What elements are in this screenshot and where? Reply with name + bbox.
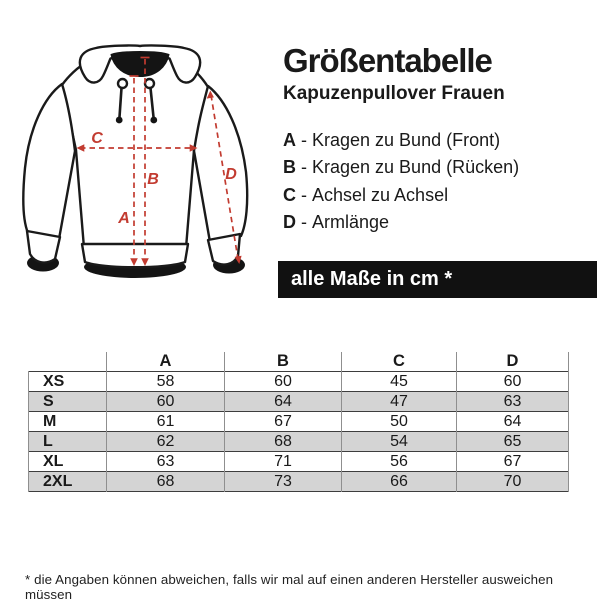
measure-label-c: C [91,130,103,147]
legend-separator: - [301,212,307,233]
size-label: L [28,431,107,452]
measure-c-arrow-left [76,144,85,152]
right-drawstring [149,86,155,119]
size-row-m: M 61 67 50 64 [28,411,569,432]
measurement-value: 63 [456,391,569,412]
left-drawstring-tip [115,116,123,124]
measurement-value: 60 [456,371,569,392]
legend-separator: - [301,129,307,150]
measurement-value: 68 [106,471,225,492]
legend-label: Kragen zu Bund (Front) [312,129,501,150]
column-header-a: A [106,352,225,372]
legend-label: Kragen zu Bund (Rücken) [312,157,520,178]
measure-label-d: D [225,166,237,183]
size-column-header-empty [29,352,107,372]
measurement-value: 66 [341,471,457,492]
size-label: XL [28,451,107,472]
measure-label-a: A [117,210,130,227]
hem-band [80,242,190,269]
size-row-l: L 62 68 54 65 [28,431,569,452]
measurement-value: 62 [106,431,225,452]
page-subtitle: Kapuzenpullover Frauen [283,82,505,104]
legend-label: Achsel zu Achsel [312,184,449,205]
legend-item-c: C - Achsel zu Achsel [283,182,595,210]
right-eyelet [143,77,156,90]
measure-d-arrow-bottom [234,255,242,264]
legend-key: C [283,184,296,205]
measurement-legend: A - Kragen zu Bund (Front) B - Kragen zu Bund… [283,127,595,237]
measurement-value: 68 [224,431,342,452]
measure-label-b: B [147,171,159,188]
size-label: S [28,391,107,412]
legend-key: A [283,129,296,150]
measurement-value: 65 [456,431,569,452]
measurement-value: 67 [224,411,342,432]
measurement-value: 63 [106,451,225,472]
measurement-value: 60 [224,371,342,392]
right-drawstring-tip [150,116,158,124]
measurement-value: 71 [224,451,342,472]
size-row-2xl: 2XL 68 73 66 70 [28,471,569,492]
measurement-value: 67 [456,451,569,472]
header-block: Größentabelle Kapuzenpullover Frauen A-K… [283,42,595,237]
size-label: 2XL [28,471,107,492]
footnote: * die Angaben können abweichen, falls wi… [25,572,554,600]
left-drawstring [118,86,123,119]
column-header-c: C [341,352,457,372]
measure-a-arrow [130,258,138,266]
measurement-value: 64 [224,391,342,412]
hoodie-measurement-diagram: A B C D [22,44,249,278]
size-label: XS [28,371,107,392]
measurement-value: 58 [106,371,225,392]
measurement-value: 45 [341,371,457,392]
legend-item-d: D - Armlänge [283,209,595,237]
measurement-value: 56 [341,451,457,472]
page-title: Größentabelle [283,42,493,79]
hood-opening [110,51,170,77]
column-header-b: B [224,352,342,372]
measurement-value: 61 [106,411,225,432]
legend-label: Armlänge [312,212,390,233]
left-sleeve [22,82,77,241]
units-banner: alle Maße in cm * [278,261,597,298]
size-row-s: S 60 64 47 63 [28,391,569,412]
measurement-value: 70 [456,471,569,492]
measure-d-arrow-top [206,90,214,99]
measurement-value: 54 [341,431,457,452]
legend-item-a: A - Kragen zu Bund (Front) [283,127,595,155]
legend-item-b: B - Kragen zu Bund (Rücken) [283,154,595,182]
size-row-xl: XL 63 71 56 67 [28,451,569,472]
measurement-value: 47 [341,391,457,412]
measure-c-arrow-right [189,144,198,152]
right-sleeve [192,84,249,244]
legend-separator: - [301,157,307,178]
legend-separator: - [301,184,307,205]
left-cuff-band [25,229,62,264]
column-header-d: D [456,352,569,372]
legend-key: D [283,212,296,233]
size-label: M [28,411,107,432]
size-row-xs: XS 58 60 45 60 [28,371,569,392]
hood [78,44,202,84]
legend-key: B [283,157,296,178]
measure-b-arrow [141,258,149,266]
measurement-value: 50 [341,411,457,432]
measurement-value: 60 [106,391,225,412]
measurement-value: 73 [224,471,342,492]
left-eyelet [116,77,129,90]
measurement-value: 64 [456,411,569,432]
